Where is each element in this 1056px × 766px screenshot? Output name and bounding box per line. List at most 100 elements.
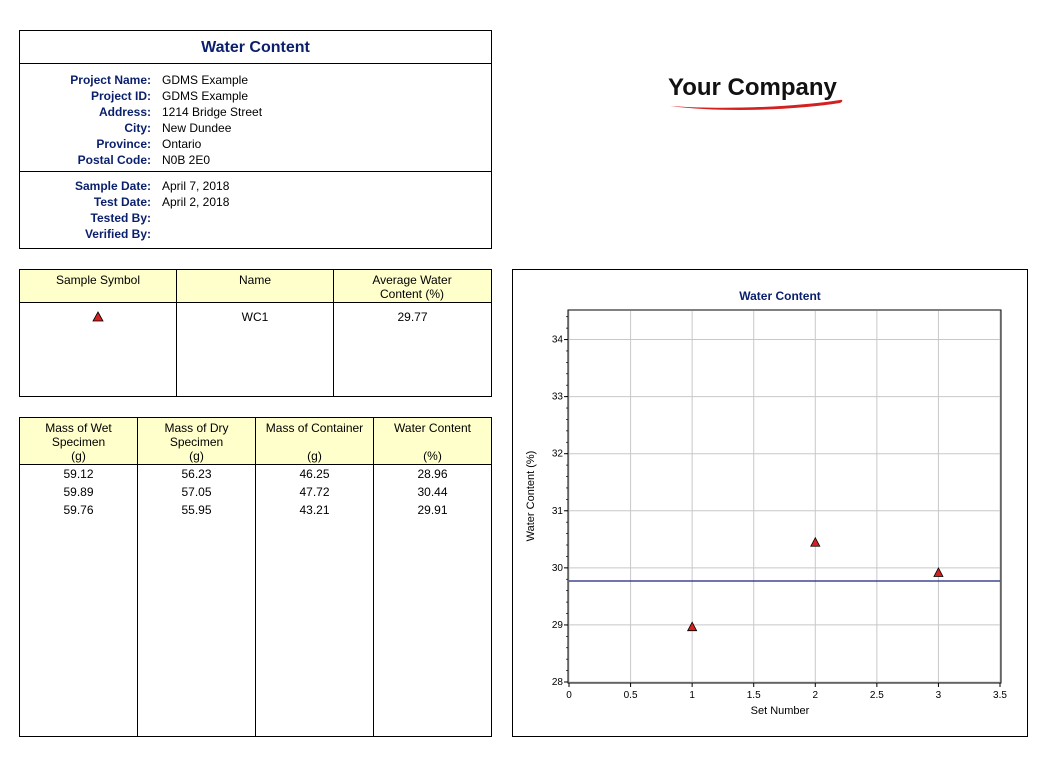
data-point-triangle (810, 536, 821, 547)
field-label: Tested By: (90, 211, 151, 225)
table-cell: 29.91 (417, 503, 448, 517)
project-name-row: Project Name: GDMS Example (20, 72, 491, 88)
x-tick-label: 1.5 (747, 690, 761, 701)
table-cell: 59.12 (63, 467, 94, 481)
field-value: GDMS Example (162, 89, 249, 103)
field-value: New Dundee (162, 121, 232, 135)
header-sample-symbol: Sample Symbol (55, 273, 141, 287)
header-line: Specimen (169, 435, 224, 449)
header-unit: (%) (423, 449, 442, 463)
y-axis-label: Water Content (%) (525, 451, 537, 542)
table-cell: 43.21 (299, 503, 330, 517)
header-line: Water Content (394, 421, 471, 435)
x-tick-label: 0 (566, 690, 572, 701)
header-line (256, 435, 373, 449)
header-line: Mass of Wet (45, 421, 112, 435)
header-line: Mass of Container (265, 421, 364, 435)
logo-text: Your Company (668, 74, 837, 101)
table-header (20, 270, 491, 303)
x-tick-label: 0.5 (624, 690, 638, 701)
field-value: N0B 2E0 (162, 153, 211, 167)
data-point-triangle (933, 567, 944, 577)
y-tick-label: 30 (552, 563, 564, 574)
header-line: Mass of Dry (164, 421, 229, 435)
x-tick-label: 2 (813, 690, 819, 701)
field-label: Project ID: (90, 89, 151, 103)
data-point-triangle (686, 621, 698, 632)
section-divider (20, 171, 491, 172)
header-wet-mass: Mass of Wet Specimen (g) (20, 421, 137, 463)
project-details: Project Name: GDMS Example Project ID: G… (20, 72, 491, 168)
field-label: Postal Code: (77, 153, 151, 167)
postal-code-row: Postal Code: N0B 2E0 (20, 152, 491, 168)
table-cell: 30.44 (417, 485, 448, 499)
y-tick-label: 34 (552, 335, 564, 346)
column-divider (137, 418, 138, 736)
city-row: City: New Dundee (20, 120, 491, 136)
header-average-water-content: Average Water Content (%) (372, 273, 452, 301)
swoosh-shape (670, 99, 843, 110)
sample-details: Sample Date: April 7, 2018 Test Date: Ap… (20, 178, 491, 242)
x-tick-label: 1 (689, 690, 695, 701)
field-label: Sample Date: (74, 179, 151, 193)
plot-area-frame (567, 309, 1002, 684)
header-container-mass: Mass of Container (g) (256, 421, 373, 463)
y-tick-label: 31 (552, 506, 564, 517)
header-name: Name (238, 273, 271, 287)
project-info-panel: Water Content Project Name: GDMS Example… (19, 30, 492, 249)
y-tick-label: 29 (552, 620, 564, 631)
sample-date-row: Sample Date: April 7, 2018 (20, 178, 491, 194)
y-tick-label: 28 (552, 677, 564, 688)
table-cell: 55.95 (181, 503, 212, 517)
table-cell: 57.05 (181, 485, 212, 499)
field-value: April 7, 2018 (162, 179, 230, 193)
province-row: Province: Ontario (20, 136, 491, 152)
water-content-chart: Water Content 0 0.5 1 1.5 2 2.5 3 3.5 28 29 30 31 32… (525, 289, 1007, 717)
report-title: Water Content (20, 31, 491, 64)
table-row-symbol (20, 310, 176, 328)
column-divider (373, 418, 374, 736)
chart-title: Water Content (739, 289, 821, 303)
chart-panel: Water Content 0 0.5 1 1.5 2 2.5 3 3.5 28 29 30 31 32… (512, 269, 1028, 737)
field-label: Address: (98, 105, 151, 119)
field-label: Test Date: (93, 195, 151, 209)
field-value: 1214 Bridge Street (162, 105, 263, 119)
table-row-average: 29.77 (397, 310, 428, 324)
field-label: City: (124, 121, 151, 135)
header-unit: (g) (307, 449, 322, 463)
table-cell: 59.89 (63, 485, 94, 499)
table-cell: 47.72 (299, 485, 330, 499)
project-id-row: Project ID: GDMS Example (20, 88, 491, 104)
column-divider (333, 270, 334, 396)
header-line: Specimen (51, 435, 106, 449)
x-tick-label: 3 (936, 690, 942, 701)
x-axis-label: Set Number (751, 705, 810, 717)
field-label: Project Name: (70, 73, 151, 87)
sample-legend-table: Sample Symbol Name Average Water Content… (19, 269, 492, 397)
table-cell: 46.25 (299, 467, 330, 481)
y-tick-label: 32 (552, 449, 564, 460)
logo-swoosh (670, 99, 843, 110)
mass-data-table: Mass of Wet Specimen (g) Mass of Dry Spe… (19, 417, 492, 737)
data-points (686, 536, 944, 632)
field-label: Province: (96, 137, 151, 151)
header-dry-mass: Mass of Dry Specimen (g) (138, 421, 255, 463)
header-water-content: Water Content (%) (374, 421, 491, 463)
table-cell: 59.76 (63, 503, 94, 517)
company-logo: Your Company (664, 70, 849, 115)
address-row: Address: 1214 Bridge Street (20, 104, 491, 120)
axis-ticks: 0 0.5 1 1.5 2 2.5 3 3.5 28 29 30 31 32 33 34 (552, 316, 1007, 701)
verified-by-row: Verified By: (20, 226, 491, 242)
column-divider (176, 270, 177, 396)
chart-grid (568, 311, 1001, 683)
header-line (374, 435, 491, 449)
table-cell: 56.23 (181, 467, 212, 481)
tested-by-row: Tested By: (20, 210, 491, 226)
x-tick-label: 3.5 (993, 690, 1007, 701)
field-label: Verified By: (84, 227, 151, 241)
field-value: Ontario (162, 137, 202, 151)
test-date-row: Test Date: April 2, 2018 (20, 194, 491, 210)
column-divider (255, 418, 256, 736)
header-unit: (g) (71, 449, 86, 463)
triangle-icon (92, 311, 104, 322)
